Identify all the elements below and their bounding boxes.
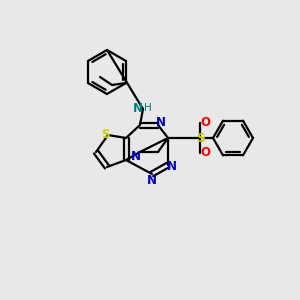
Text: O: O <box>200 146 210 160</box>
Text: S: S <box>101 128 109 140</box>
Text: N: N <box>133 101 143 115</box>
Text: H: H <box>144 103 152 113</box>
Text: S: S <box>196 131 206 145</box>
Text: O: O <box>200 116 210 130</box>
Text: N: N <box>167 160 177 173</box>
Text: N: N <box>156 116 166 128</box>
Text: N: N <box>147 173 157 187</box>
Text: N: N <box>131 149 141 163</box>
